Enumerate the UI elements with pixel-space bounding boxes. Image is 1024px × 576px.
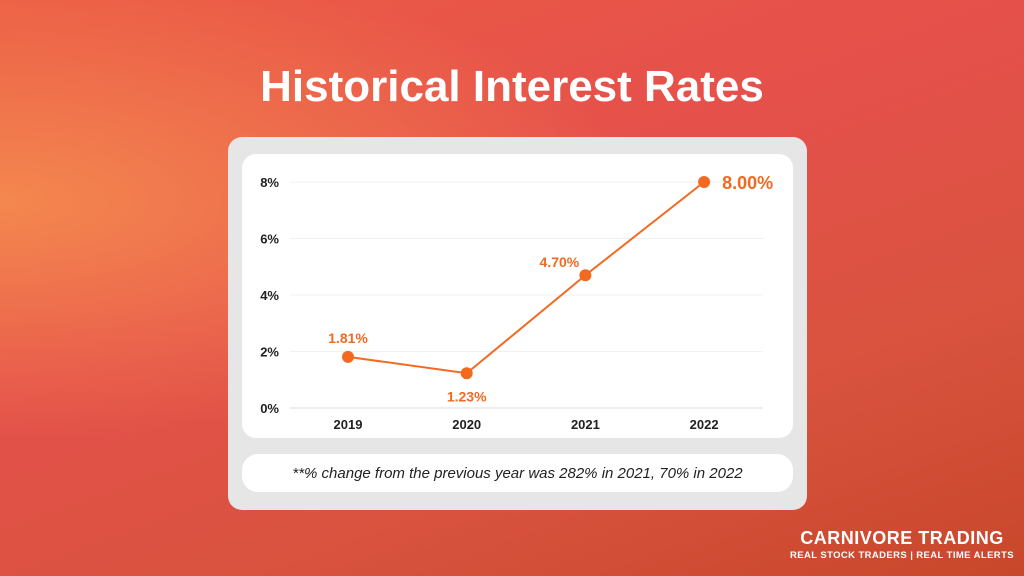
brand-tagline: REAL STOCK TRADERS | REAL TIME ALERTS: [790, 550, 1015, 561]
y-tick-label: 0%: [260, 401, 279, 416]
page-title: Historical Interest Rates: [260, 62, 764, 111]
data-point: [342, 350, 354, 363]
brand-logo: CARNIVORE TRADING REAL STOCK TRADERS | R…: [790, 528, 1014, 561]
x-tick-label: 2019: [334, 417, 363, 432]
data-point: [698, 176, 711, 188]
data-label: 8.00%: [722, 173, 773, 193]
data-label: 1.81%: [328, 330, 368, 346]
x-tick-label: 2021: [571, 417, 600, 432]
y-tick-label: 6%: [260, 232, 279, 247]
y-tick-label: 8%: [260, 175, 279, 190]
data-point: [579, 269, 592, 282]
chart-panel: [242, 154, 793, 438]
series-line: [347, 181, 705, 375]
footnote: **% change from the previous year was 28…: [242, 454, 793, 492]
x-tick-label: 2020: [452, 417, 481, 432]
data-label: 1.23%: [447, 388, 487, 404]
data-point: [460, 367, 473, 380]
y-tick-label: 4%: [260, 288, 279, 303]
data-label: 4.70%: [540, 254, 580, 270]
brand-name: CARNIVORE TRADING: [800, 528, 1004, 548]
y-tick-label: 2%: [260, 345, 279, 360]
x-tick-label: 2022: [690, 417, 719, 432]
